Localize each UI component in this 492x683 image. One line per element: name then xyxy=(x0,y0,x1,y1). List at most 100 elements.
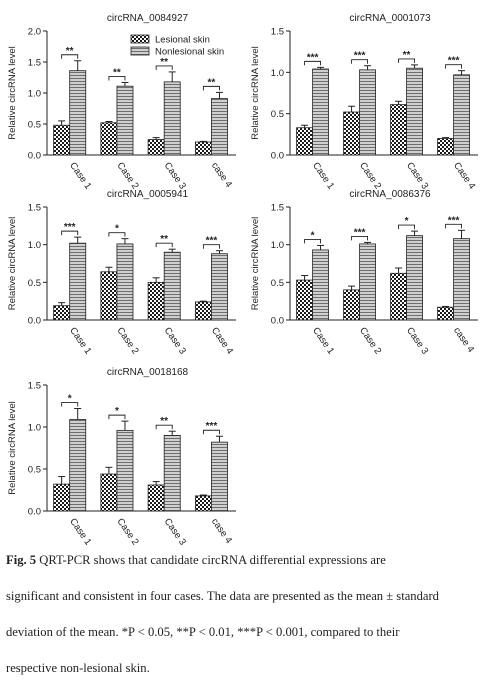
y-tick-label: 1.0 xyxy=(28,240,41,251)
significance-label: ** xyxy=(66,46,74,57)
bar-lesional xyxy=(147,484,165,512)
y-tick-label: 0.5 xyxy=(28,278,41,289)
bar-nonlesional xyxy=(359,69,376,156)
chart-panel: circRNA_0086376 0.0 0.5 1.0 1.5 Relative circ… xyxy=(250,189,478,356)
significance-label: * xyxy=(311,230,315,241)
y-tick-label: 1.5 xyxy=(271,27,284,38)
caption-line-2: significant and consistent in four cases… xyxy=(6,589,439,603)
bar-nonlesional xyxy=(406,67,423,156)
bar-nonlesional xyxy=(453,74,470,156)
chart-title: circRNA_0001073 xyxy=(349,13,431,24)
bar-lesional xyxy=(53,124,71,156)
significance-label: * xyxy=(68,394,72,405)
caption-line-4: respective non-lesional skin. xyxy=(6,661,150,675)
figure-caption: Fig. 5 QRT-PCR shows that candidate circ… xyxy=(6,552,488,676)
significance-bracket xyxy=(155,65,173,70)
chart-title: circRNA_0084927 xyxy=(107,13,189,24)
significance-bracket xyxy=(108,76,126,81)
x-tick-label: Case 1 xyxy=(310,325,336,356)
y-axis-label: Relative circRNA level xyxy=(7,46,18,139)
x-tick-label: Case 2 xyxy=(357,325,383,356)
significance-bracket xyxy=(445,223,462,229)
significance-bracket xyxy=(202,429,220,435)
bar-nonlesional xyxy=(211,98,228,156)
y-axis-label: Relative circRNA level xyxy=(7,217,18,310)
bar-nonlesional xyxy=(359,243,376,321)
significance-label: ** xyxy=(160,234,168,245)
bar-lesional xyxy=(53,483,71,512)
significance-bracket xyxy=(351,59,368,64)
significance-bracket xyxy=(61,54,79,59)
bar-lesional xyxy=(343,111,360,156)
x-tick-label: Case 3 xyxy=(404,160,430,191)
significance-label: ** xyxy=(113,67,121,78)
y-tick-label: 0.5 xyxy=(28,465,41,476)
y-axis-label: Relative circRNA level xyxy=(250,46,261,139)
bar-lesional xyxy=(343,289,360,321)
significance-label: * xyxy=(115,406,119,417)
x-tick-label: Case 3 xyxy=(162,160,188,191)
legend-label: Lesional skin xyxy=(155,35,210,46)
significance-label: *** xyxy=(206,421,218,432)
significance-bracket xyxy=(202,85,220,91)
significance-label: *** xyxy=(206,236,218,247)
y-tick-label: 1.0 xyxy=(271,240,284,251)
caption-line-3: deviation of the mean. *P < 0.05, **P < … xyxy=(6,625,400,639)
significance-label: *** xyxy=(448,215,460,226)
x-tick-label: Case 2 xyxy=(114,325,140,356)
bar-nonlesional xyxy=(116,85,134,156)
significance-bracket xyxy=(155,242,173,248)
panels: circRNA_0084927 0.0 0.5 1.0 1.5 2.0 Relative c… xyxy=(7,13,478,545)
x-tick-label: Case 1 xyxy=(67,325,93,356)
x-tick-label: case 4 xyxy=(209,160,234,189)
significance-bracket xyxy=(108,232,126,237)
significance-bracket xyxy=(108,414,126,420)
y-tick-label: 1.5 xyxy=(28,203,41,214)
bar-lesional xyxy=(147,139,165,156)
bar-nonlesional xyxy=(69,70,87,156)
bar-nonlesional xyxy=(453,238,470,321)
legend-swatch xyxy=(130,34,150,44)
bar-nonlesional xyxy=(69,242,87,321)
bar-nonlesional xyxy=(163,251,181,321)
significance-bracket xyxy=(304,60,321,66)
significance-label: *** xyxy=(354,51,366,62)
x-tick-label: Case 1 xyxy=(310,160,336,191)
significance-label: *** xyxy=(64,222,76,233)
chart-title: circRNA_0018168 xyxy=(107,367,189,378)
x-tick-label: Case 3 xyxy=(162,516,188,545)
bar-lesional xyxy=(147,281,165,321)
bar-lesional xyxy=(437,306,454,321)
x-tick-label: Case 2 xyxy=(357,160,383,191)
significance-label: * xyxy=(115,224,119,235)
x-tick-label: Case 2 xyxy=(114,516,140,545)
bar-lesional xyxy=(390,104,407,156)
legend-label: Nonlesional skin xyxy=(155,47,224,58)
bar-lesional xyxy=(100,271,118,321)
bar-nonlesional xyxy=(116,429,134,512)
x-tick-label: case 4 xyxy=(209,516,234,545)
significance-label: *** xyxy=(448,56,460,67)
chart-panel: circRNA_0018168 0.0 0.5 1.0 1.5 Relative circ… xyxy=(7,367,236,545)
bar-lesional xyxy=(296,279,313,321)
significance-bracket xyxy=(398,58,415,63)
bar-lesional xyxy=(390,272,407,321)
x-tick-label: Case 4 xyxy=(209,325,235,356)
significance-label: ** xyxy=(160,57,168,68)
x-tick-label: Case 4 xyxy=(451,160,477,191)
x-tick-label: case 4 xyxy=(451,325,476,354)
bar-lesional xyxy=(437,138,454,156)
bar-nonlesional xyxy=(211,441,228,512)
chart-panel: circRNA_0001073 0.0 0.5 1.0 1.5 Relative circ… xyxy=(250,13,478,191)
y-tick-label: 1.0 xyxy=(28,89,41,100)
bar-nonlesional xyxy=(406,235,423,321)
y-tick-label: 0.0 xyxy=(271,151,284,162)
y-tick-label: 2.0 xyxy=(28,27,41,38)
chart-panel: circRNA_0084927 0.0 0.5 1.0 1.5 2.0 Relative c… xyxy=(7,13,236,191)
y-tick-label: 1.0 xyxy=(271,68,284,79)
significance-label: * xyxy=(405,216,409,227)
x-tick-label: Case 2 xyxy=(114,160,140,191)
y-tick-label: 0.5 xyxy=(28,120,41,131)
significance-bracket xyxy=(445,64,462,69)
